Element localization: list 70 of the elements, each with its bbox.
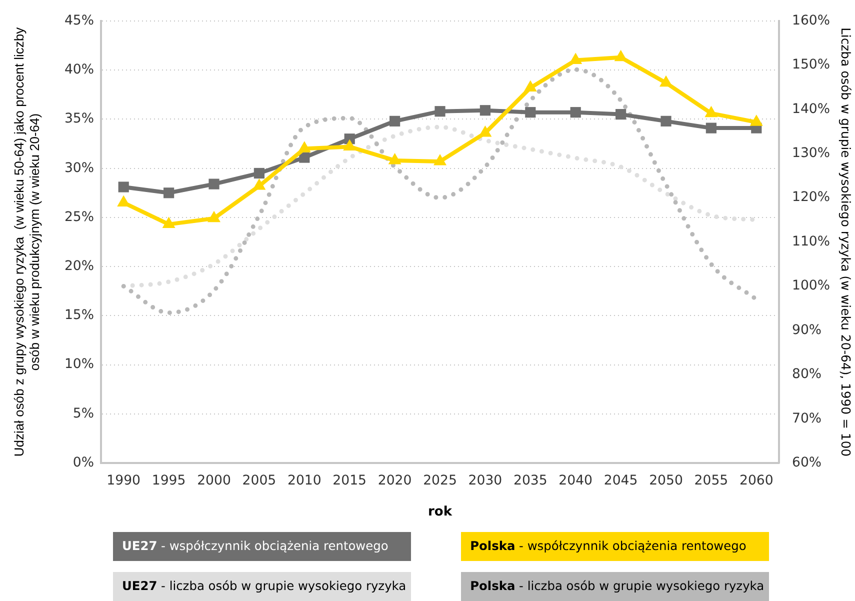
x-tick-label: 1995 [152,473,186,488]
y2-tick-label: 80% [792,367,822,382]
y2-tick-label: 90% [792,322,822,338]
y-tick-label: 35% [64,112,94,127]
text: UE27 - współczynnik obciążenia rentowego [113,532,412,561]
y2-tick-label: 130% [792,146,830,162]
point [750,114,763,126]
x-tick-label: 2020 [378,473,412,488]
point [162,216,176,228]
point [706,122,717,134]
y-tick-label: 45% [64,13,94,28]
x-tick-label: 2030 [468,473,502,488]
x-tick-label: 2055 [694,473,728,488]
point [434,154,446,166]
point [704,106,718,118]
x-tick-label: 2005 [242,473,276,488]
point [252,178,266,190]
y2-tick-label: 110% [792,234,830,250]
point [615,108,626,120]
point [614,50,628,62]
point [569,52,582,64]
y2-tick-label: 140% [792,102,830,117]
y-tick-label: 40% [64,62,94,78]
point [478,125,492,137]
text: Polska - liczba osób w grupie wysokiego ryzyka [461,572,770,601]
point [480,105,491,116]
x-tick-label: 2015 [332,473,367,488]
y-tick-label: 25% [64,210,94,225]
x-tick-label: 2010 [287,473,322,488]
point [389,116,400,126]
y2-tick-label: 70% [792,411,822,426]
x-tick-label: 2060 [739,473,774,488]
y2-tick-label: 160% [792,13,830,28]
point [388,152,402,164]
x-tick-label: 2025 [423,473,457,488]
y2-tick-label: 100% [792,278,830,294]
point [660,75,672,87]
y2-tick-label: 120% [792,190,830,206]
point [570,107,581,118]
y-axis-title: Udział osób z grupy wysokiego ryzyka (w wieku 50-64) jako procent liczby osób w wieku produkcyjnym (w wieku 20-64) [11,26,42,457]
point [208,178,220,190]
point [660,116,672,126]
x-tick-label: 1990 [106,473,141,488]
y-tick-label: 30% [64,160,94,176]
x-tick-label: 2035 [513,473,548,488]
y2-tick-label: 60% [792,455,822,470]
y-tick-label: 5% [72,406,94,422]
point [208,210,220,222]
point [298,141,311,152]
y2-tick-label: 150% [792,58,830,73]
y-tick-label: 20% [64,259,94,274]
point [163,188,174,198]
x-tick-label: 2045 [604,473,638,488]
x-tick-label: 2040 [558,473,593,488]
point [524,80,537,92]
x-tick-label: 2050 [649,473,683,488]
point [525,107,536,118]
point [434,106,446,117]
point [299,152,310,163]
y2-axis-title: Liczba osób w grupie wysokiego ryzyka (w wieku 20-64), 1990 = 100 [838,28,854,457]
point [343,139,356,150]
x-axis-title: rok [428,504,452,520]
y-tick-label: 0% [72,455,94,470]
text: UE27 - liczba osób w grupie wysokiego ryzyka [113,572,412,601]
text: Polska - współczynnik obciążenia rentowego [461,532,770,561]
y-tick-label: 10% [64,357,94,372]
point [254,168,265,179]
x-tick-label: 2000 [197,473,231,488]
point [118,182,129,192]
y-tick-label: 15% [64,308,94,324]
